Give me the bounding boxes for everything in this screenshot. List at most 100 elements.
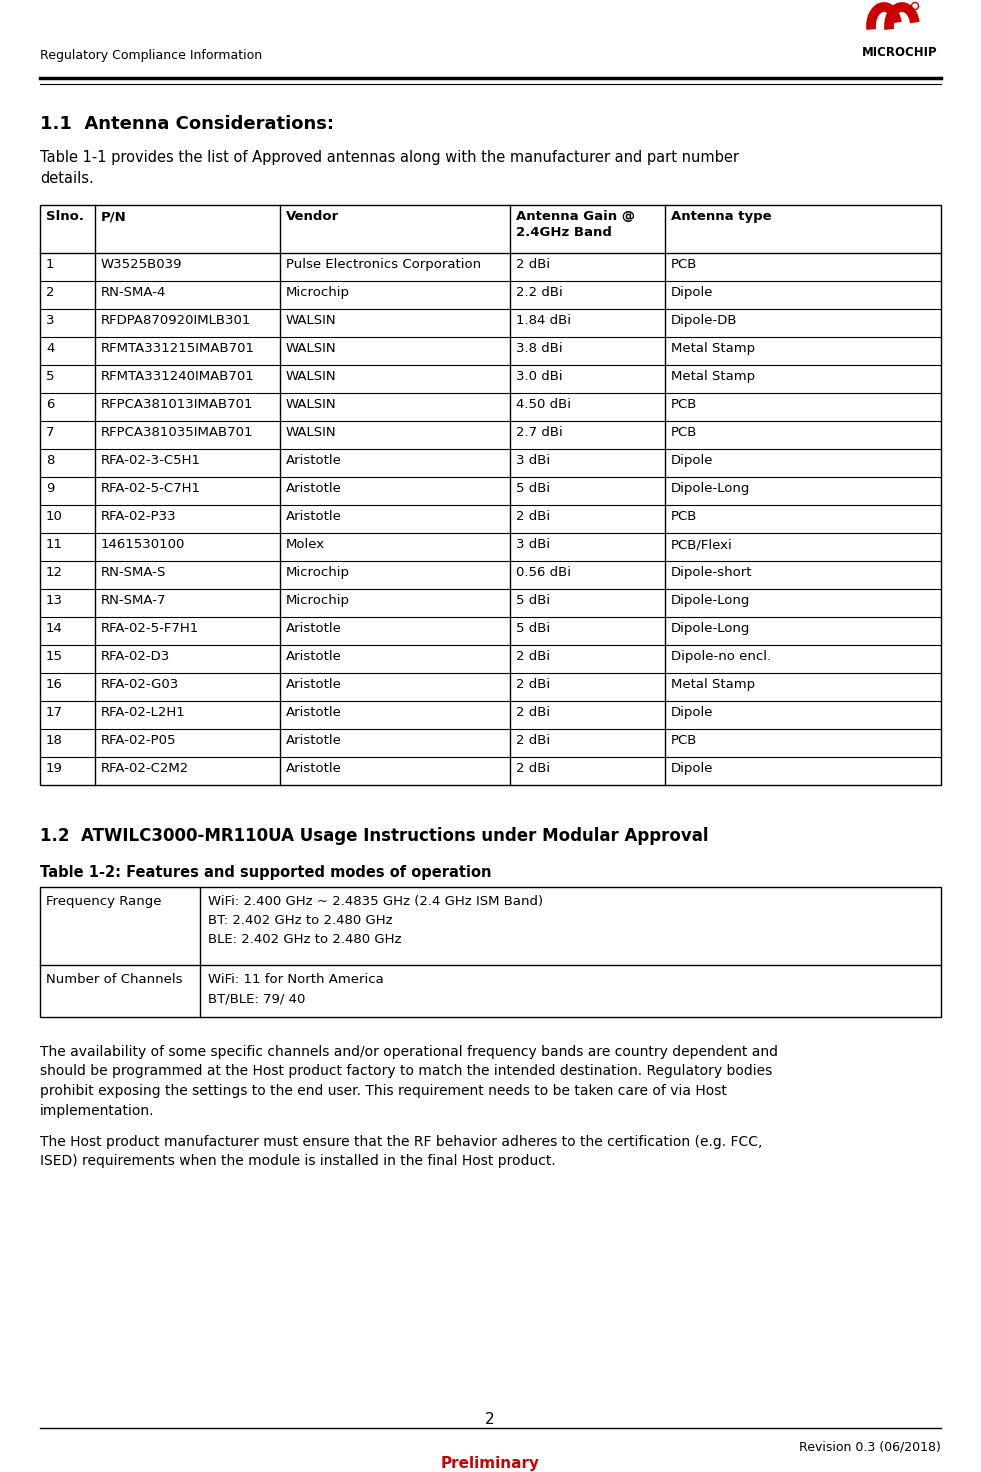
Text: Aristotle: Aristotle (286, 509, 341, 523)
Text: Microchip: Microchip (286, 595, 350, 606)
Text: Metal Stamp: Metal Stamp (671, 369, 755, 383)
Text: Molex: Molex (286, 537, 325, 551)
Text: Antenna Gain @
2.4GHz Band: Antenna Gain @ 2.4GHz Band (516, 210, 635, 238)
Text: 1461530100: 1461530100 (101, 537, 185, 551)
Text: 4: 4 (46, 342, 54, 355)
Text: 2.2 dBi: 2.2 dBi (516, 286, 563, 299)
Text: 6: 6 (46, 397, 54, 411)
Text: Dipole-no encl.: Dipole-no encl. (671, 651, 771, 662)
Text: 1.2  ATWILC3000-MR110UA Usage Instructions under Modular Approval: 1.2 ATWILC3000-MR110UA Usage Instruction… (40, 827, 708, 845)
Text: 2: 2 (486, 1412, 494, 1426)
Text: RFA-02-5-F7H1: RFA-02-5-F7H1 (101, 623, 199, 634)
Text: Aristotle: Aristotle (286, 481, 341, 495)
Text: Dipole-DB: Dipole-DB (671, 314, 738, 327)
Text: 13: 13 (46, 595, 63, 606)
Text: WiFi: 11 for North America
BT/BLE: 79/ 40: WiFi: 11 for North America BT/BLE: 79/ 4… (208, 973, 384, 1005)
Text: PCB: PCB (671, 735, 697, 746)
Text: MICROCHIP: MICROCHIP (862, 46, 938, 59)
Text: Preliminary: Preliminary (440, 1456, 540, 1471)
Text: 2 dBi: 2 dBi (516, 509, 550, 523)
Text: RFA-02-L2H1: RFA-02-L2H1 (101, 707, 185, 718)
Text: Table 1-1 provides the list of Approved antennas along with the manufacturer and: Table 1-1 provides the list of Approved … (40, 150, 739, 185)
Text: 2 dBi: 2 dBi (516, 735, 550, 746)
Text: Dipole: Dipole (671, 707, 713, 718)
Text: 1.1  Antenna Considerations:: 1.1 Antenna Considerations: (40, 115, 334, 132)
Text: WALSIN: WALSIN (286, 397, 336, 411)
Text: Dipole: Dipole (671, 286, 713, 299)
Text: 18: 18 (46, 735, 63, 746)
Text: RFMTA331215IMAB701: RFMTA331215IMAB701 (101, 342, 255, 355)
Text: 5: 5 (46, 369, 55, 383)
Text: PCB: PCB (671, 258, 697, 271)
Text: 17: 17 (46, 707, 63, 718)
Text: WALSIN: WALSIN (286, 342, 336, 355)
Text: WiFi: 2.400 GHz ~ 2.4835 GHz (2.4 GHz ISM Band)
BT: 2.402 GHz to 2.480 GHz
BLE: : WiFi: 2.400 GHz ~ 2.4835 GHz (2.4 GHz IS… (208, 895, 543, 946)
Text: Microchip: Microchip (286, 567, 350, 578)
Text: 5 dBi: 5 dBi (516, 623, 550, 634)
Text: Revision 0.3 (06/2018): Revision 0.3 (06/2018) (800, 1440, 941, 1453)
Text: RFPCA381035IMAB701: RFPCA381035IMAB701 (101, 425, 253, 439)
Text: 3.8 dBi: 3.8 dBi (516, 342, 563, 355)
Text: RFPCA381013IMAB701: RFPCA381013IMAB701 (101, 397, 253, 411)
Text: 2 dBi: 2 dBi (516, 258, 550, 271)
Text: RFA-02-P33: RFA-02-P33 (101, 509, 177, 523)
Text: Dipole-Long: Dipole-Long (671, 623, 750, 634)
Text: 14: 14 (46, 623, 63, 634)
Text: 3.0 dBi: 3.0 dBi (516, 369, 563, 383)
Text: 0.56 dBi: 0.56 dBi (516, 567, 571, 578)
FancyBboxPatch shape (40, 205, 941, 785)
Text: Dipole-short: Dipole-short (671, 567, 752, 578)
Text: RFMTA331240IMAB701: RFMTA331240IMAB701 (101, 369, 255, 383)
Text: RFA-02-P05: RFA-02-P05 (101, 735, 177, 746)
Text: 12: 12 (46, 567, 63, 578)
Text: Aristotle: Aristotle (286, 651, 341, 662)
Text: 2 dBi: 2 dBi (516, 651, 550, 662)
Text: WALSIN: WALSIN (286, 425, 336, 439)
Text: 8: 8 (46, 453, 54, 467)
Text: RFA-02-D3: RFA-02-D3 (101, 651, 171, 662)
Text: RN-SMA-S: RN-SMA-S (101, 567, 167, 578)
Text: Aristotle: Aristotle (286, 735, 341, 746)
Text: Aristotle: Aristotle (286, 707, 341, 718)
Text: Metal Stamp: Metal Stamp (671, 342, 755, 355)
Text: Aristotle: Aristotle (286, 453, 341, 467)
Text: 11: 11 (46, 537, 63, 551)
Text: Dipole-Long: Dipole-Long (671, 481, 750, 495)
Text: 4.50 dBi: 4.50 dBi (516, 397, 571, 411)
Text: Microchip: Microchip (286, 286, 350, 299)
Text: Dipole-Long: Dipole-Long (671, 595, 750, 606)
Text: Dipole: Dipole (671, 453, 713, 467)
Text: 2: 2 (46, 286, 55, 299)
Text: Frequency Range: Frequency Range (46, 895, 162, 908)
Text: Dipole: Dipole (671, 762, 713, 774)
Text: RFDPA870920IMLB301: RFDPA870920IMLB301 (101, 314, 251, 327)
Text: RFA-02-G03: RFA-02-G03 (101, 679, 180, 690)
Text: W3525B039: W3525B039 (101, 258, 182, 271)
Text: 5 dBi: 5 dBi (516, 595, 550, 606)
Text: 7: 7 (46, 425, 55, 439)
Text: RN-SMA-4: RN-SMA-4 (101, 286, 167, 299)
Text: The Host product manufacturer must ensure that the RF behavior adheres to the ce: The Host product manufacturer must ensur… (40, 1135, 762, 1169)
FancyBboxPatch shape (40, 888, 941, 1017)
Text: PCB: PCB (671, 425, 697, 439)
Text: Aristotle: Aristotle (286, 623, 341, 634)
Text: 19: 19 (46, 762, 63, 774)
Text: Number of Channels: Number of Channels (46, 973, 182, 986)
Text: WALSIN: WALSIN (286, 369, 336, 383)
Text: WALSIN: WALSIN (286, 314, 336, 327)
Text: 15: 15 (46, 651, 63, 662)
Text: 2 dBi: 2 dBi (516, 679, 550, 690)
Text: PCB: PCB (671, 397, 697, 411)
Text: PCB: PCB (671, 509, 697, 523)
Text: 2.7 dBi: 2.7 dBi (516, 425, 563, 439)
Text: Slno.: Slno. (46, 210, 84, 222)
Text: 3 dBi: 3 dBi (516, 537, 550, 551)
Text: 2 dBi: 2 dBi (516, 762, 550, 774)
Text: RFA-02-3-C5H1: RFA-02-3-C5H1 (101, 453, 201, 467)
Text: 1: 1 (46, 258, 55, 271)
Text: Regulatory Compliance Information: Regulatory Compliance Information (40, 49, 262, 62)
Text: 3 dBi: 3 dBi (516, 453, 550, 467)
Text: RFA-02-C2M2: RFA-02-C2M2 (101, 762, 189, 774)
Text: PCB/Flexi: PCB/Flexi (671, 537, 733, 551)
Text: 10: 10 (46, 509, 63, 523)
